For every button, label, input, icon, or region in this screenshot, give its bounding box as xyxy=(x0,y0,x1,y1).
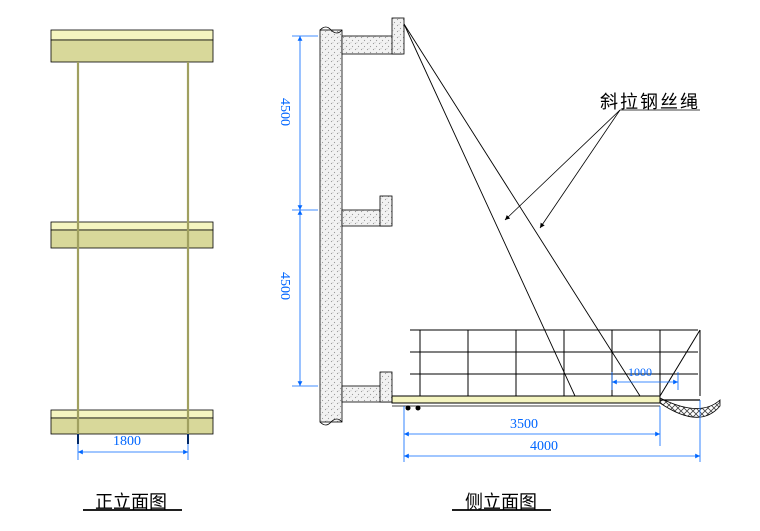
side-dim-guard: 1000 xyxy=(628,365,652,380)
side-vert-dims xyxy=(292,36,318,386)
cable-annotation-leader xyxy=(505,110,700,228)
side-elevation xyxy=(292,18,720,462)
deck xyxy=(392,330,720,417)
side-dim-overall: 4000 xyxy=(530,439,558,455)
side-dim-lower: 4500 xyxy=(276,272,292,300)
cables xyxy=(404,24,640,396)
front-dim-text: 1800 xyxy=(113,434,141,450)
side-caption: 侧立面图 xyxy=(465,488,537,514)
front-caption: 正立面图 xyxy=(95,488,167,514)
front-elevation xyxy=(51,30,213,460)
side-dim-deck: 3500 xyxy=(510,417,538,433)
cable-annotation-text: 斜拉钢丝绳 xyxy=(600,88,700,114)
side-dim-upper: 4500 xyxy=(276,98,292,126)
